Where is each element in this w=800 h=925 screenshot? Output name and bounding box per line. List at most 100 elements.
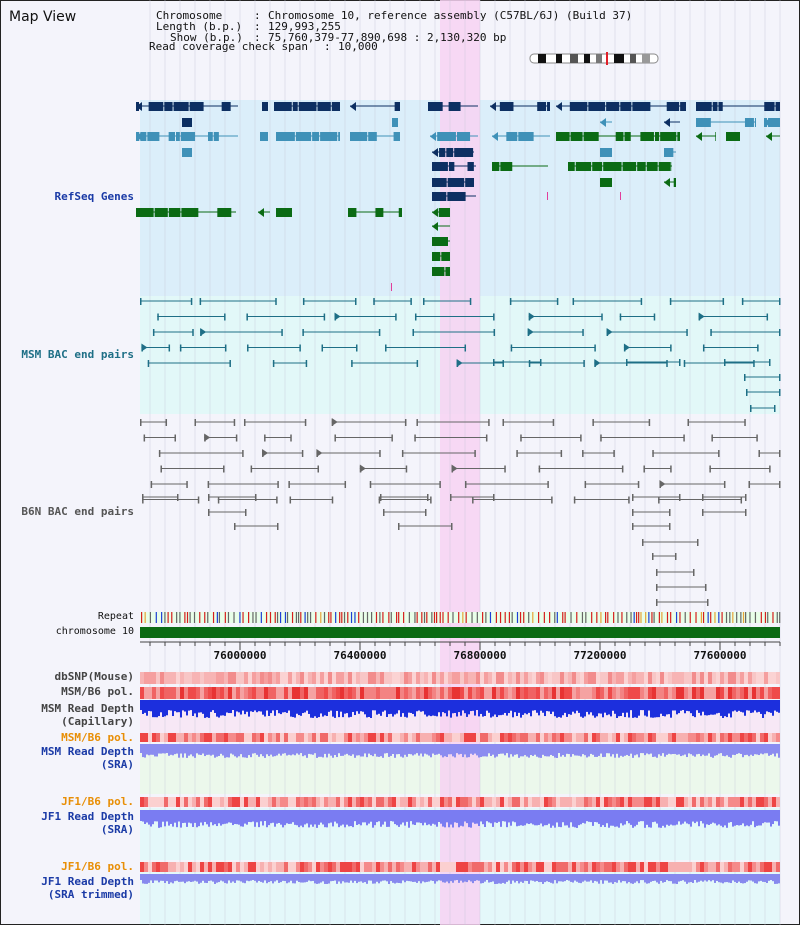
track-label-b6n-bac[interactable]: B6N BAC end pairs (21, 505, 134, 518)
heat-cell (168, 672, 172, 684)
heat-cell (216, 672, 220, 684)
heat-cell (760, 862, 764, 872)
gene-arrow (274, 102, 280, 111)
depth-bar (288, 744, 290, 755)
depth-bar (710, 874, 712, 882)
depth-bar (352, 744, 354, 755)
heat-cell (400, 862, 404, 872)
depth-bar (678, 874, 680, 882)
heat-cell (660, 687, 664, 699)
heat-cell (624, 672, 628, 684)
depth-bar (442, 874, 444, 883)
depth-bar (232, 700, 234, 711)
track-label-msm-depth-capillary[interactable]: MSM Read Depth (Capillary) (4, 702, 134, 728)
heat-cell (168, 862, 172, 872)
depth-bar (180, 874, 182, 882)
depth-bar (238, 700, 240, 713)
depth-bar (462, 700, 464, 711)
heat-cell (640, 862, 644, 872)
depth-bar (758, 744, 760, 756)
track-label-jf1-depth-sra[interactable]: JF1 Read Depth (SRA) (4, 810, 134, 836)
bac-end (679, 359, 681, 366)
depth-bar (462, 874, 464, 883)
show-key: Show (b.p.) (170, 31, 243, 44)
track-label-jf1-depth-trimmed[interactable]: JF1 Read Depth (SRA trimmed) (4, 875, 134, 901)
heat-cell (332, 733, 336, 742)
heat-cell (744, 797, 748, 807)
read-depth-tracks[interactable] (140, 700, 780, 884)
refseq-gene-features[interactable] (136, 102, 780, 291)
depth-bar (196, 700, 198, 718)
depth-bar (372, 810, 374, 828)
heat-cell (448, 687, 452, 699)
track-label-dbsnp[interactable]: dbSNP(Mouse) (54, 670, 134, 683)
track-label-msm-b6-pol-2[interactable]: MSM/B6 pol. (61, 731, 134, 744)
heat-cell (292, 733, 296, 742)
track-label-jf1-b6-pol[interactable]: JF1/B6 pol. (61, 795, 134, 808)
span-value: 10,000 (338, 40, 378, 53)
heat-cell (212, 672, 216, 684)
chromosome-bar[interactable] (140, 627, 780, 638)
heat-cell (524, 797, 528, 807)
heat-cell (752, 733, 756, 742)
repeat-track[interactable] (140, 612, 781, 623)
depth-bar (280, 810, 282, 825)
heat-cell (444, 862, 448, 872)
depth-bar (528, 810, 530, 825)
track-label-msm-depth-sra[interactable]: MSM Read Depth (SRA) (4, 745, 134, 771)
heat-cell (236, 687, 240, 699)
depth-bar (540, 744, 542, 758)
depth-bar (604, 744, 606, 757)
heat-cell (380, 862, 384, 872)
chromosome-ideogram[interactable] (529, 52, 659, 65)
bac-end (552, 419, 555, 426)
polymorphism-heat-tracks[interactable] (140, 672, 780, 872)
depth-bar (486, 744, 488, 757)
depth-bar (152, 700, 154, 718)
heat-cell (748, 733, 752, 742)
heat-cell (380, 687, 384, 699)
depth-bar (720, 744, 722, 754)
gene-exon (632, 102, 651, 111)
b6n-bac-pair-features[interactable] (140, 418, 781, 606)
depth-bar (440, 874, 442, 881)
depth-bar (230, 810, 232, 823)
bac-end (277, 481, 279, 488)
depth-bar (208, 744, 210, 755)
depth-bar (654, 810, 656, 822)
msm-bac-pair-features[interactable] (140, 298, 781, 412)
depth-bar (166, 744, 168, 754)
gene-exon (754, 118, 756, 127)
track-label-refseq[interactable]: RefSeq Genes (54, 190, 134, 203)
depth-bar (710, 700, 712, 715)
repeat-mark (725, 612, 728, 623)
depth-bar (624, 744, 626, 756)
track-label-msm-bac[interactable]: MSM BAC end pairs (21, 348, 134, 361)
depth-bar (578, 700, 580, 713)
depth-bar (154, 874, 156, 881)
depth-bar (210, 874, 212, 881)
depth-bar (760, 744, 762, 754)
track-label-jf1-b6-pol-2[interactable]: JF1/B6 pol. (61, 860, 134, 873)
depth-bar (570, 874, 572, 882)
track-label-msm-b6-pol[interactable]: MSM/B6 pol. (61, 685, 134, 698)
depth-bar (332, 744, 334, 758)
depth-bar (306, 700, 308, 711)
track-label-repeat[interactable]: Repeat (97, 611, 134, 622)
depth-bar (544, 700, 546, 717)
depth-bar (516, 744, 518, 755)
depth-bar (558, 744, 560, 754)
depth-bar (252, 874, 254, 881)
heat-cell (588, 687, 592, 699)
heat-cell (236, 733, 240, 742)
bac-end (669, 509, 671, 516)
depth-bar (254, 874, 256, 881)
heat-cell (628, 862, 632, 872)
track-label-chromosome[interactable]: chromosome 10 (55, 626, 134, 637)
heat-cell (728, 672, 732, 684)
depth-bar (744, 744, 746, 756)
depth-bar (534, 810, 536, 826)
depth-bar (396, 700, 398, 714)
depth-bar (468, 700, 470, 715)
depth-bar (672, 810, 674, 826)
